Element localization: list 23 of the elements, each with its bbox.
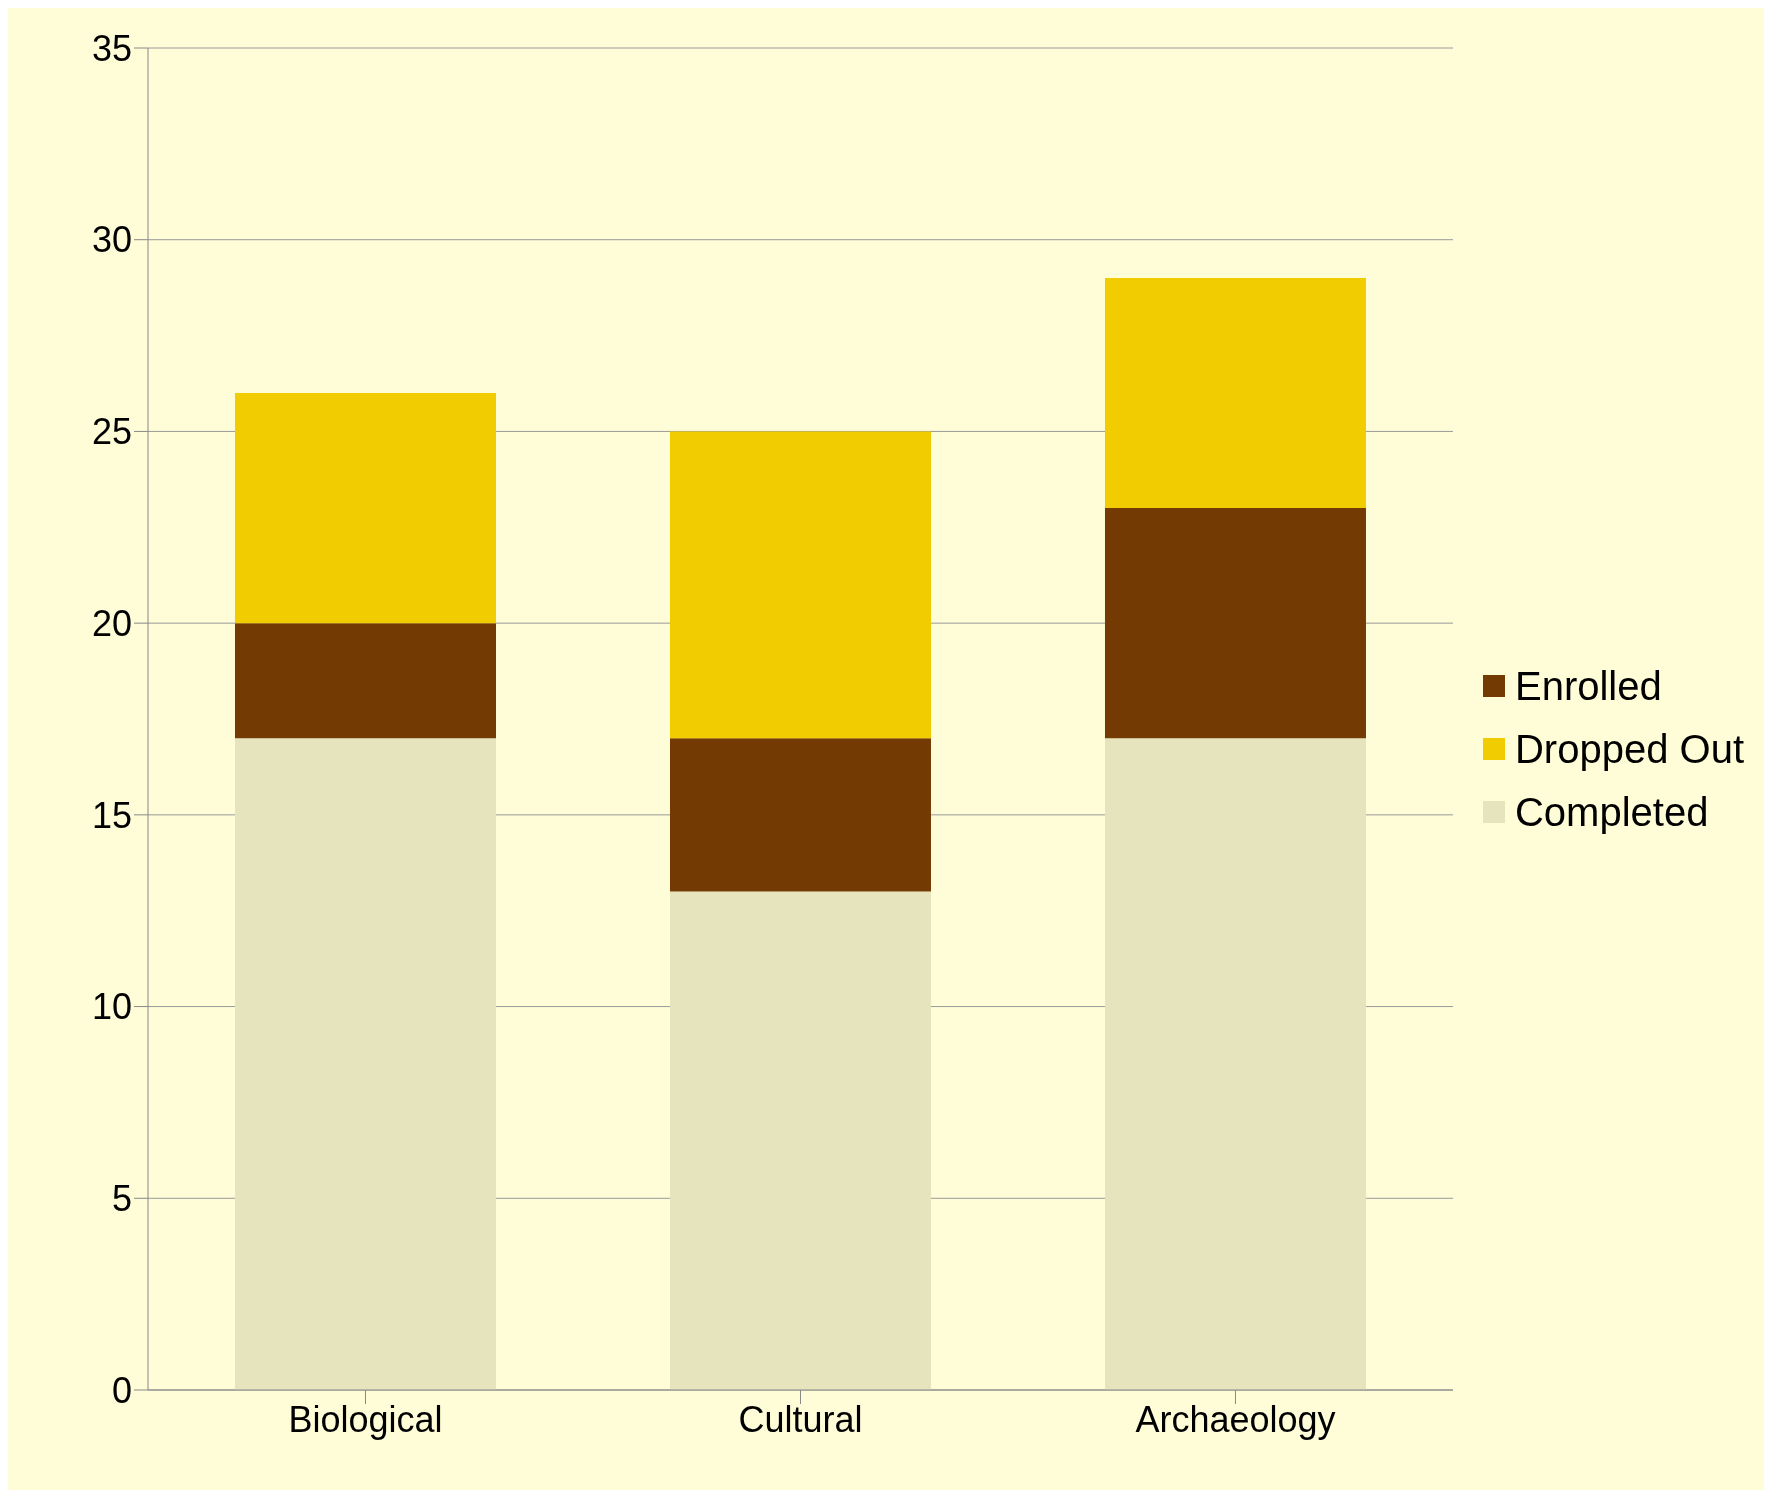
y-tick-label: 15 — [91, 794, 132, 836]
bar — [1104, 738, 1366, 1390]
bar — [669, 738, 931, 892]
y-tick-label: 25 — [91, 411, 132, 453]
x-tick-label: Biological — [288, 1398, 443, 1440]
legend-label: Completed — [1514, 789, 1709, 835]
x-tick-label: Archaeology — [1135, 1398, 1336, 1440]
legend-label: Enrolled — [1514, 663, 1662, 709]
y-tick-label: 35 — [91, 27, 132, 69]
y-tick-label: 20 — [91, 602, 132, 644]
y-tick-label: 10 — [91, 986, 132, 1028]
y-tick-label: 30 — [91, 219, 132, 261]
bar — [669, 431, 931, 739]
bar — [235, 623, 496, 739]
bar — [235, 738, 496, 1390]
bar — [235, 393, 496, 624]
bar — [1104, 278, 1366, 509]
y-tick-label: 5 — [111, 1178, 132, 1220]
bar — [669, 891, 931, 1390]
legend-label: Dropped Out — [1514, 726, 1744, 772]
bar — [1104, 508, 1366, 739]
x-tick-label: Cultural — [738, 1398, 863, 1440]
y-tick-label: 0 — [111, 1369, 132, 1411]
